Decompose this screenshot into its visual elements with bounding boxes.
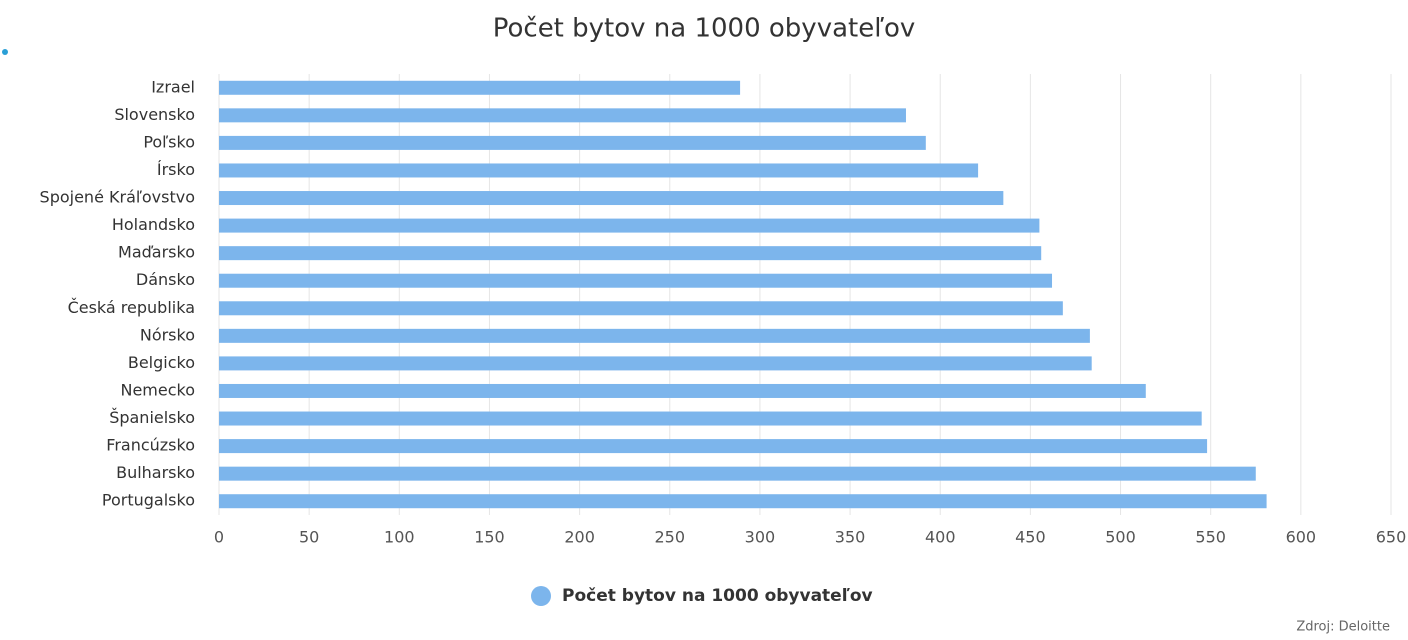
x-tick-label: 50 <box>299 528 319 547</box>
y-tick-label: Česká republika <box>68 298 195 317</box>
bar <box>219 191 1004 206</box>
bar <box>219 218 1040 233</box>
x-tick-label: 600 <box>1286 528 1317 547</box>
x-tick-label: 150 <box>474 528 505 547</box>
bar <box>219 356 1092 371</box>
legend-marker <box>531 586 551 606</box>
x-tick-label: 350 <box>835 528 866 547</box>
y-tick-label: Spojené Kráľovstvo <box>40 188 195 207</box>
x-tick-label: 450 <box>1015 528 1046 547</box>
y-tick-label: Írsko <box>157 160 195 179</box>
y-tick-label: Bulharsko <box>116 463 195 482</box>
y-tick-label: Francúzsko <box>106 436 195 455</box>
bar <box>219 108 906 123</box>
bar <box>219 273 1053 288</box>
x-tick-label: 500 <box>1105 528 1136 547</box>
y-tick-label: Holandsko <box>112 215 195 234</box>
bar <box>219 163 979 178</box>
x-tick-label: 400 <box>925 528 956 547</box>
y-tick-label: Izrael <box>151 77 195 96</box>
y-tick-label: Nórsko <box>140 325 195 344</box>
y-tick-label: Portugalsko <box>102 491 195 510</box>
bar <box>219 80 741 95</box>
bar <box>219 494 1267 509</box>
decoration-dot <box>2 49 8 55</box>
x-tick-label: 550 <box>1195 528 1226 547</box>
bar <box>219 301 1063 316</box>
y-tick-label: Španielsko <box>109 408 195 427</box>
y-tick-label: Dánsko <box>136 270 195 289</box>
bar <box>219 246 1042 261</box>
bar <box>219 135 926 150</box>
bar <box>219 383 1146 398</box>
source: Zdroj: Deloitte <box>1296 620 1390 635</box>
bar <box>219 466 1256 481</box>
x-tick-label: 100 <box>384 528 415 547</box>
y-tick-label: Poľsko <box>143 132 195 151</box>
legend-label: Počet bytov na 1000 obyvateľov <box>562 586 873 606</box>
x-tick-label: 250 <box>654 528 685 547</box>
x-tick-label: 200 <box>564 528 595 547</box>
y-tick-label: Slovensko <box>114 105 195 124</box>
y-tick-label: Nemecko <box>120 380 195 399</box>
y-tick-label: Maďarsko <box>118 243 195 262</box>
x-tick-label: 650 <box>1376 528 1407 547</box>
x-tick-label: 0 <box>214 528 224 547</box>
bar <box>219 411 1202 426</box>
x-tick-label: 300 <box>745 528 776 547</box>
bar <box>219 439 1208 454</box>
bar <box>219 328 1090 343</box>
y-tick-label: Belgicko <box>128 353 195 372</box>
chart-title: Počet bytov na 1000 obyvateľov <box>493 14 916 44</box>
